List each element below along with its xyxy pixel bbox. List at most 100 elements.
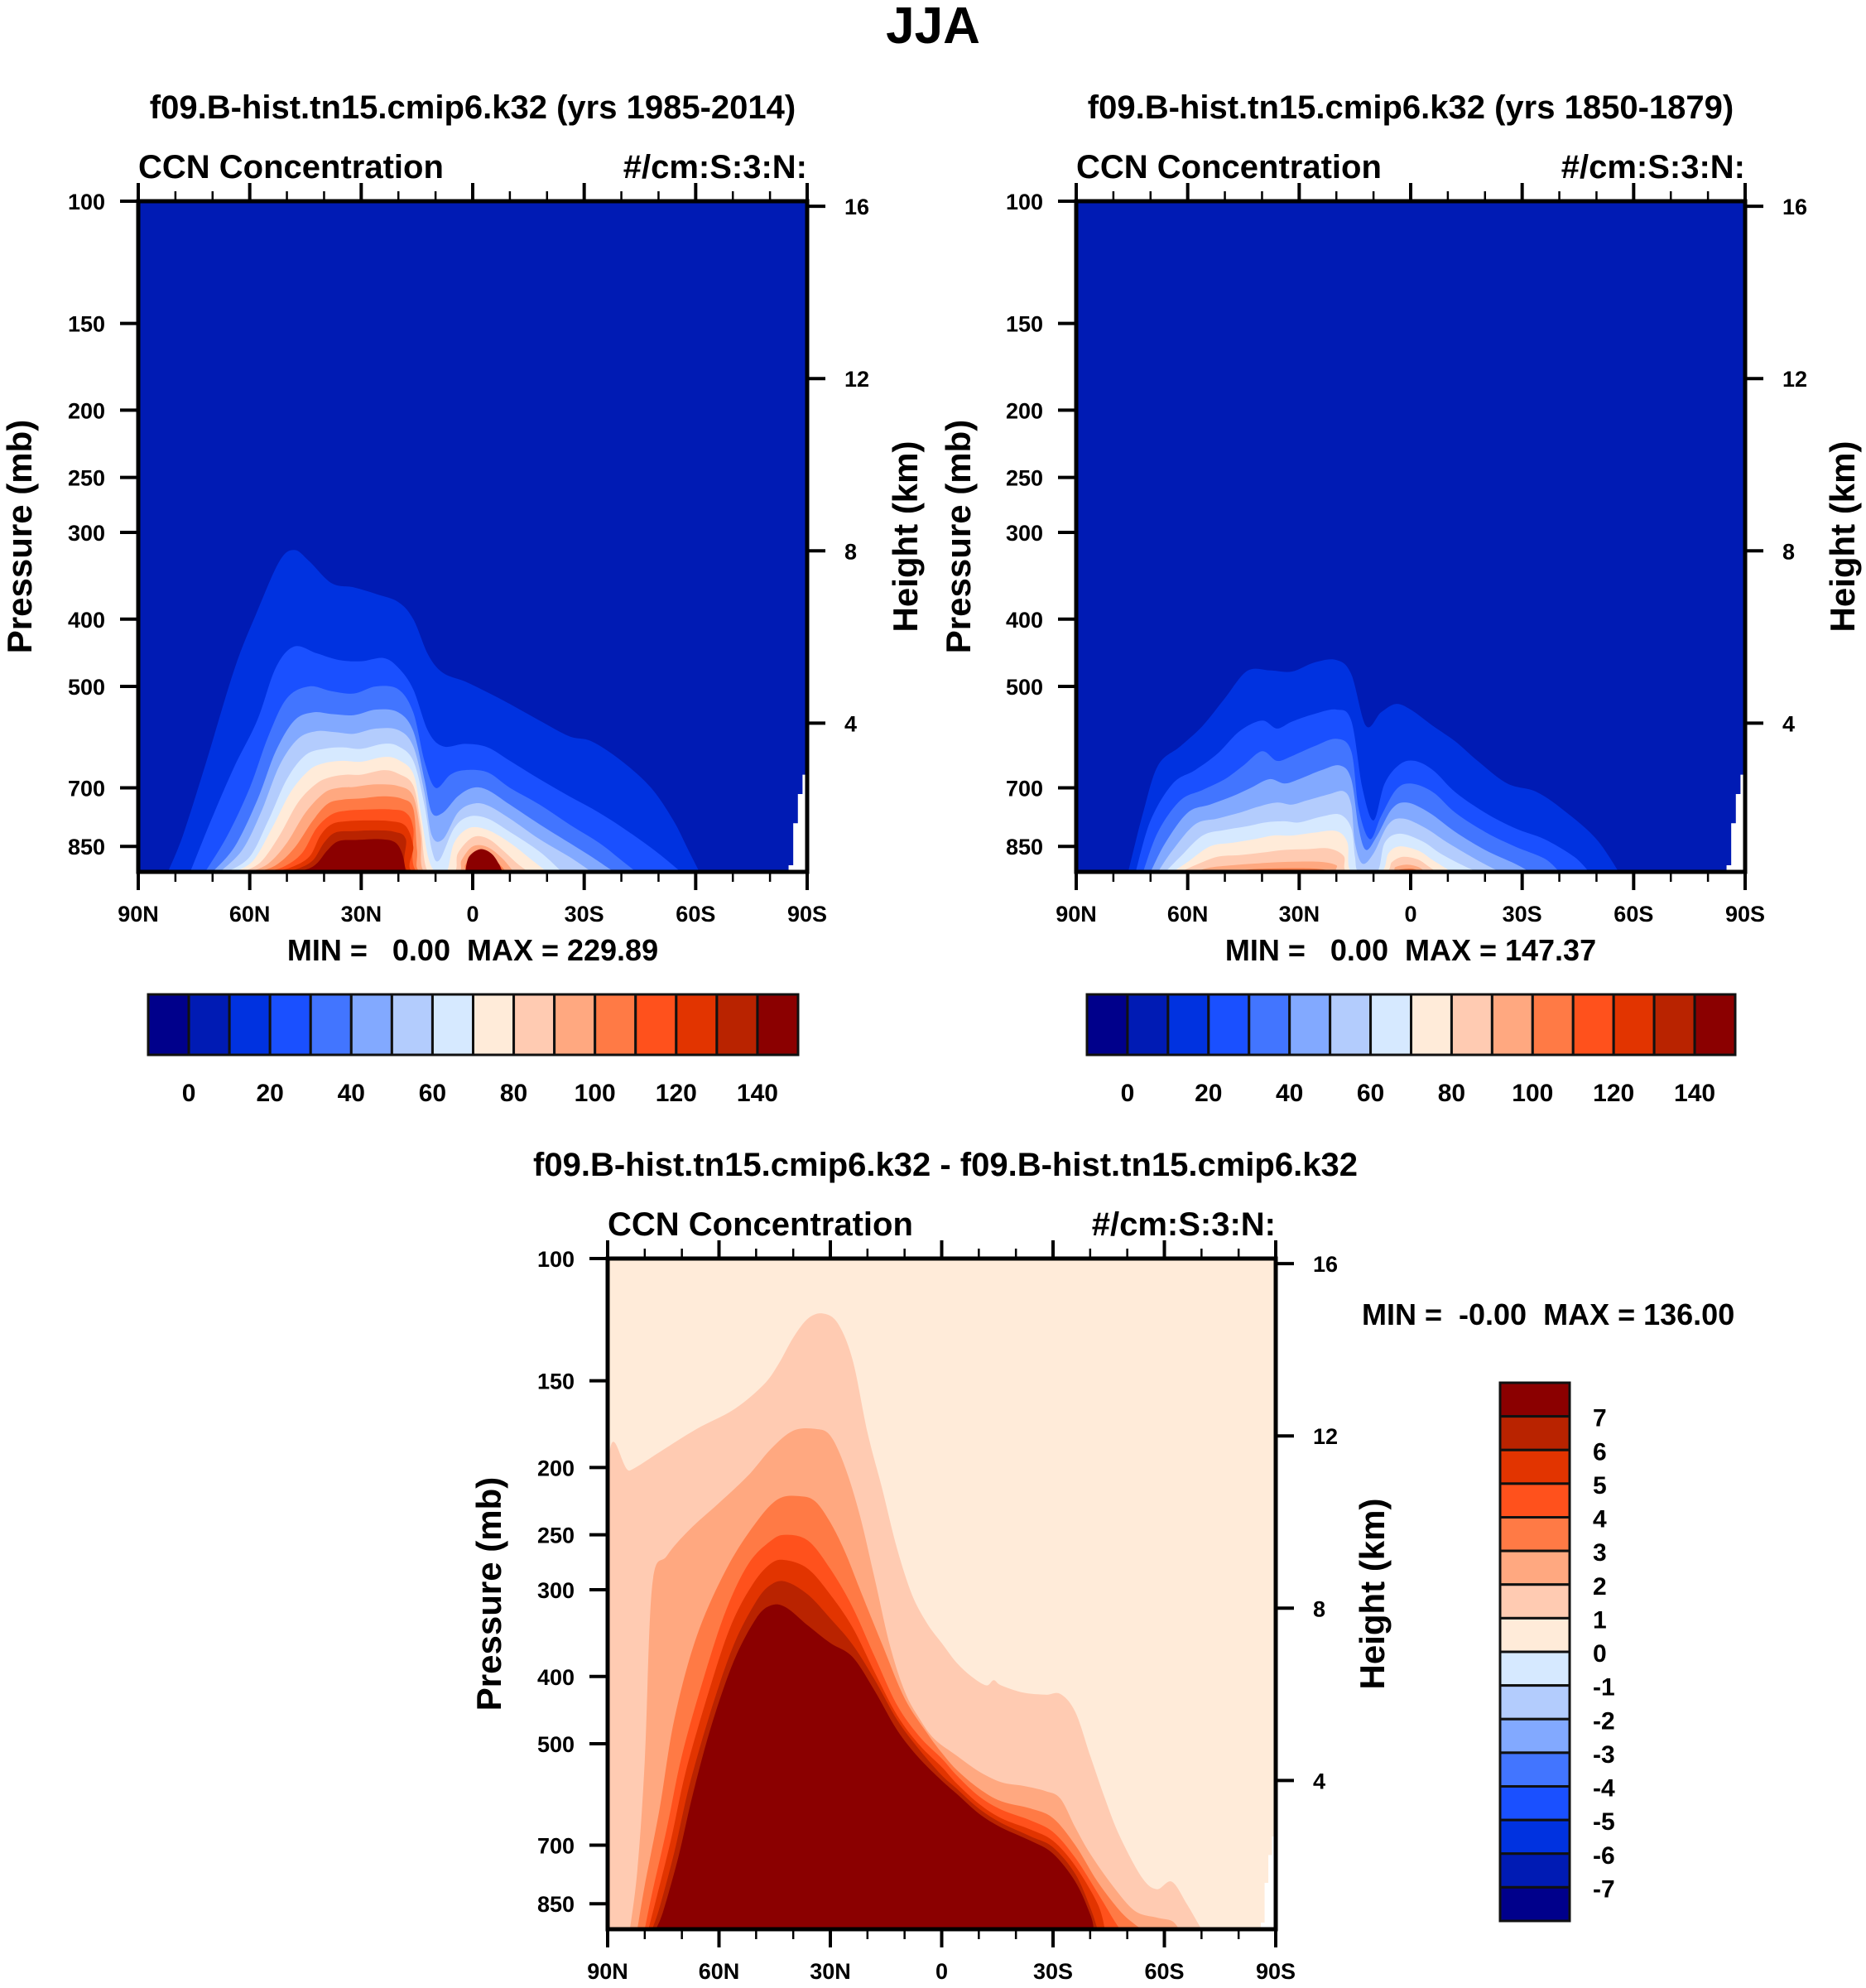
y-tick-label: 100 <box>1006 190 1043 214</box>
colorbar-box <box>228 993 272 1057</box>
contour-layer <box>608 1259 1276 1929</box>
axes: 90N 60N 30N 0 30S 60S 90S 100 150 200 250 300 400 500… <box>68 183 869 927</box>
x-tick-label: 30N <box>1279 902 1320 927</box>
colorbar-box <box>1085 993 1129 1057</box>
axes: 90N 60N 30N 0 30S 60S 90S 100 150 200 250 300 400 500… <box>537 1240 1338 1984</box>
colorbar-box <box>187 993 231 1057</box>
colorbar-box <box>1498 1549 1571 1586</box>
x-tick-label: 30N <box>341 902 382 927</box>
x-tick-label: 0 <box>935 1959 948 1984</box>
contour-layer <box>138 201 807 872</box>
colorbar-label: 100 <box>1512 1080 1553 1107</box>
x-tick-label: 90S <box>787 902 827 927</box>
colorbar: 0 20 40 60 80 100 120 140 <box>147 993 800 1107</box>
y-right-tick-label: 8 <box>844 539 857 564</box>
y-tick-label: 400 <box>1006 608 1043 633</box>
y-axis-label: Pressure (mb) <box>469 1477 508 1711</box>
left-string: CCN Concentration <box>1076 149 1382 185</box>
contour-field <box>608 1259 1276 1929</box>
x-tick-label: 90N <box>1056 902 1097 927</box>
colorbar-label: 40 <box>338 1080 365 1107</box>
colorbar-box <box>1498 1616 1571 1653</box>
colorbar-label: 40 <box>1276 1080 1303 1107</box>
x-tick-label: 60N <box>1167 902 1209 927</box>
y-tick-label: 300 <box>537 1578 575 1603</box>
colorbar-label: 7 <box>1593 1405 1607 1432</box>
colorbar-box <box>1498 1684 1571 1721</box>
x-tick-label: 60S <box>676 902 715 927</box>
y-tick-label: 500 <box>1006 675 1043 700</box>
x-tick-label: 30S <box>1033 1959 1073 1984</box>
colorbar-label: 20 <box>257 1080 284 1107</box>
colorbar-box <box>1498 1448 1571 1485</box>
colorbar-label: -3 <box>1593 1741 1615 1769</box>
colorbar-label: -5 <box>1593 1808 1615 1836</box>
y-tick-label: 150 <box>1006 312 1043 337</box>
panel-title: f09.B-hist.tn15.cmip6.k32 (yrs 1850-1879… <box>1088 89 1734 126</box>
colorbar-label: 120 <box>1593 1080 1634 1107</box>
y-tick-label: 400 <box>537 1665 575 1690</box>
y-tick-label: 400 <box>68 608 105 633</box>
panel-1850-1879: f09.B-hist.tn15.cmip6.k32 (yrs 1850-1879… <box>939 89 1862 1107</box>
colorbar-label: 1 <box>1593 1606 1607 1634</box>
colorbar-label: 3 <box>1593 1539 1607 1567</box>
colorbar-box <box>1369 993 1412 1057</box>
colorbar-box <box>1126 993 1170 1057</box>
colorbar-label: 60 <box>1357 1080 1384 1107</box>
colorbar-label: -6 <box>1593 1842 1615 1870</box>
y-tick-label: 250 <box>537 1523 575 1548</box>
contour-band-15 <box>465 849 503 872</box>
colorbar-label: 5 <box>1593 1472 1607 1499</box>
colorbar-box <box>1498 1482 1571 1519</box>
y-tick-label: 250 <box>1006 466 1043 491</box>
min-max-text: MIN = 0.00 MAX = 229.89 <box>287 933 658 967</box>
colorbar-box <box>1498 1415 1571 1451</box>
colorbar-box <box>349 993 393 1057</box>
colorbar-label: -4 <box>1593 1775 1615 1803</box>
min-max-text: MIN = -0.00 MAX = 136.00 <box>1362 1297 1734 1331</box>
colorbar-box <box>1652 993 1696 1057</box>
colorbar-box <box>1571 993 1615 1057</box>
y-right-tick-label: 16 <box>1313 1252 1338 1277</box>
y-tick-label: 500 <box>68 675 105 700</box>
contour-field <box>138 201 807 872</box>
y-tick-label: 300 <box>1006 521 1043 546</box>
y-right-tick-label: 8 <box>1313 1596 1325 1621</box>
contour-layer <box>1076 201 1745 872</box>
colorbar-box <box>1531 993 1575 1057</box>
colorbar-box <box>147 993 190 1057</box>
y-tick-label: 200 <box>537 1456 575 1480</box>
colorbar-box <box>1490 993 1534 1057</box>
contour-band-15 <box>286 839 406 872</box>
colorbar-box <box>309 993 353 1057</box>
y-right-tick-label: 4 <box>1313 1769 1325 1793</box>
units-string: #/cm:S:3:N: <box>623 149 807 185</box>
y-tick-label: 300 <box>68 521 105 546</box>
colorbar-box <box>594 993 637 1057</box>
colorbar-label: 6 <box>1593 1438 1607 1466</box>
missing-data-region <box>1261 1836 1276 1929</box>
colorbar-box <box>1498 1818 1571 1856</box>
colorbar-box <box>1498 1717 1571 1755</box>
left-string: CCN Concentration <box>138 149 444 185</box>
colorbar-box <box>1166 993 1210 1057</box>
y-right-tick-label: 12 <box>844 367 869 392</box>
missing-data-region <box>1726 774 1745 872</box>
colorbar-box <box>390 993 434 1057</box>
contour-field <box>1076 201 1745 872</box>
colorbar-label: 0 <box>182 1080 196 1107</box>
colorbar-box <box>1498 1381 1571 1418</box>
colorbar-label: -1 <box>1593 1674 1615 1702</box>
units-string: #/cm:S:3:N: <box>1561 149 1745 185</box>
colorbar-box <box>1498 1516 1571 1552</box>
colorbar-label: 140 <box>737 1080 778 1107</box>
colorbar-box <box>715 993 759 1057</box>
colorbar-label: 120 <box>656 1080 697 1107</box>
y-tick-label: 700 <box>1006 777 1043 801</box>
y-tick-label: 700 <box>68 777 105 801</box>
left-string: CCN Concentration <box>608 1206 913 1243</box>
colorbar-box <box>1288 993 1332 1057</box>
min-max-text: MIN = 0.00 MAX = 147.37 <box>1225 933 1596 967</box>
y-axis-right-label: Height (km) <box>886 441 925 633</box>
colorbar-label: 20 <box>1195 1080 1222 1107</box>
